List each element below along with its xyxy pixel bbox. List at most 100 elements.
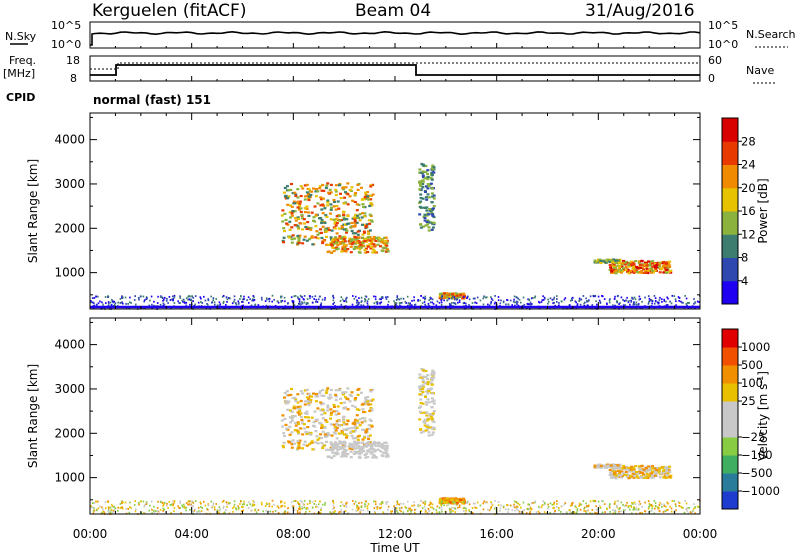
power-echo	[384, 246, 388, 249]
power-echo	[376, 302, 379, 305]
velocity-echo	[109, 511, 112, 514]
power-echo	[457, 301, 459, 304]
velocity-echo	[462, 498, 466, 501]
velocity-echo	[317, 503, 320, 506]
velocity-echo	[335, 420, 339, 423]
velocity-echo	[297, 511, 299, 514]
velocity-echo	[311, 500, 314, 503]
power-echo	[91, 297, 94, 299]
velocity-echo	[242, 506, 244, 508]
power-echo	[419, 180, 423, 183]
power-echo	[653, 266, 657, 269]
velocity-echo	[465, 509, 467, 512]
noise-right-tick-top: 10^5	[708, 19, 738, 32]
power-echo	[629, 303, 631, 306]
power-echo	[431, 222, 434, 225]
power-echo	[320, 221, 324, 225]
power-echo	[288, 211, 292, 214]
velocity-echo	[646, 476, 650, 480]
velocity-echo	[301, 507, 304, 510]
power-echo	[92, 301, 94, 304]
velocity-echo	[138, 503, 140, 506]
velocity-echo	[300, 500, 302, 503]
velocity-echo	[296, 421, 300, 424]
power-echo	[451, 301, 453, 304]
power-echo	[334, 184, 338, 187]
velocity-echo	[350, 391, 354, 394]
power-echo	[474, 301, 476, 304]
power-echo	[436, 300, 439, 303]
power-echo	[362, 304, 365, 307]
velocity-echo	[424, 429, 428, 432]
velocity-echo	[626, 473, 630, 477]
power-echo	[376, 243, 380, 246]
power-echo	[610, 271, 614, 274]
power-echo	[468, 298, 471, 301]
power-echo	[384, 250, 388, 253]
power-echo	[383, 236, 387, 239]
power-echo	[320, 208, 324, 211]
power-echo	[360, 216, 364, 219]
power-echo	[463, 296, 465, 298]
velocity-echo	[310, 395, 314, 398]
power-echo	[271, 294, 274, 297]
velocity-echo	[152, 509, 155, 512]
power-echo	[456, 298, 458, 301]
power-echo	[359, 246, 363, 249]
velocity-echo	[354, 443, 358, 446]
power-echo	[630, 299, 632, 302]
velocity-echo	[369, 407, 373, 410]
velocity-echo	[362, 509, 365, 512]
velocity-echo	[556, 500, 558, 502]
velocity-echo	[329, 441, 333, 444]
velocity-echo	[287, 507, 289, 509]
power-echo	[647, 269, 651, 272]
velocity-echo	[345, 423, 349, 426]
power-echo	[296, 234, 300, 238]
velocity-echo	[430, 417, 434, 420]
velocity-echo	[108, 507, 110, 510]
velocity-echo	[316, 407, 320, 410]
velocity-echo	[165, 504, 168, 507]
velocity-echo	[345, 502, 347, 505]
power-echo	[322, 239, 326, 242]
velocity-echo	[371, 398, 375, 401]
y-tick-label: 4000	[54, 133, 85, 147]
power-echo	[322, 204, 326, 207]
velocity-echo	[353, 405, 357, 409]
velocity-echo	[614, 474, 618, 477]
power-echo	[113, 300, 115, 303]
power-echo	[372, 243, 376, 246]
power-echo	[117, 301, 119, 304]
power-echo	[200, 301, 202, 303]
y-tick-label: 3000	[54, 382, 85, 396]
power-echo	[286, 203, 290, 206]
power-echo	[431, 226, 435, 229]
velocity-echo	[148, 509, 150, 512]
velocity-echo	[352, 500, 354, 502]
power-echo	[301, 187, 305, 190]
velocity-echo	[306, 507, 309, 509]
power-echo	[334, 307, 336, 310]
power-echo	[370, 204, 374, 207]
velocity-echo	[418, 406, 421, 409]
velocity-echo	[318, 392, 322, 395]
power-echo	[409, 302, 411, 305]
power-echo	[422, 225, 425, 228]
velocity-echo	[584, 506, 586, 509]
power-echo	[293, 295, 295, 298]
velocity-echo	[314, 418, 318, 421]
power-echo	[643, 271, 647, 274]
velocity-echo	[226, 506, 228, 508]
power-echo	[432, 197, 436, 200]
velocity-echo	[110, 509, 113, 511]
velocity-echo	[419, 398, 423, 401]
power-echo	[623, 300, 626, 302]
power-echo	[645, 266, 649, 269]
velocity-echo	[384, 441, 388, 444]
velocity-echo	[229, 502, 231, 504]
power-echo	[490, 296, 492, 298]
velocity-echo	[423, 381, 427, 385]
velocity-echo	[223, 505, 225, 508]
